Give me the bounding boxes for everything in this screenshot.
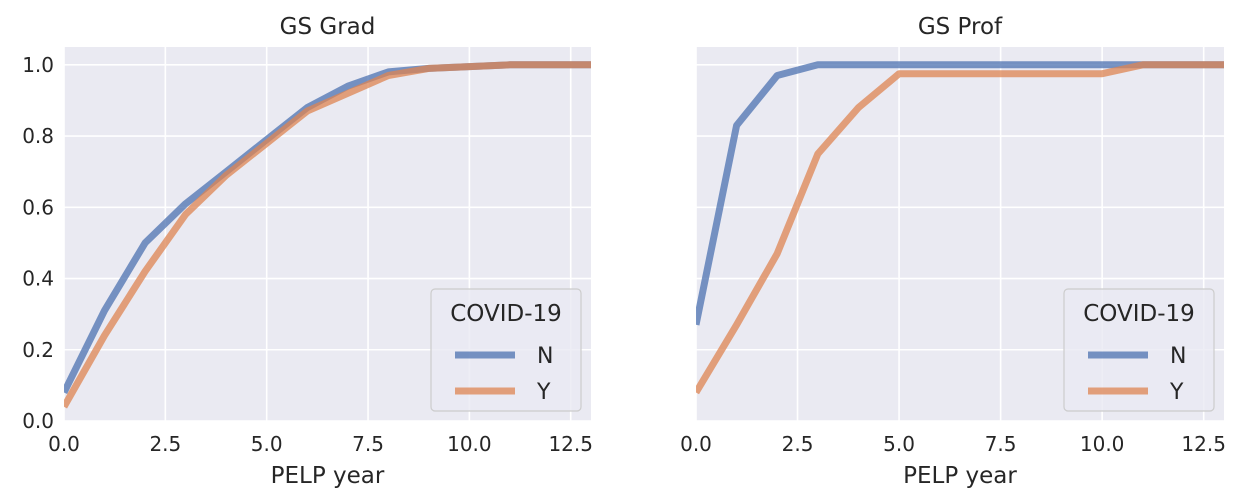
legend: COVID-19 NY: [1063, 288, 1215, 412]
x-tick-label: 12.5: [1181, 432, 1226, 456]
chart-title: GS Prof: [918, 14, 1003, 40]
series-lines: [64, 61, 591, 409]
y-tick-label: 1.0: [22, 53, 54, 77]
x-tick-label: 0.0: [48, 432, 80, 456]
y-tick-label: 0.6: [22, 195, 54, 219]
y-tick-label: 0.4: [22, 267, 54, 291]
legend-label-n: N: [1170, 344, 1186, 369]
x-tick-label: 10.0: [447, 432, 492, 456]
y-tick-label: 0.2: [22, 338, 54, 362]
subplot-gs-prof: GS Prof 0.0 2.5 5.0 7.5 10.0 12.5 PELP year COVI…: [680, 14, 1226, 489]
legend-label-n: N: [537, 344, 553, 369]
legend-frame: [1063, 288, 1215, 412]
legend-frame: [430, 288, 582, 412]
x-tick-label: 5.0: [883, 432, 915, 456]
legend-title: COVID-19: [450, 301, 562, 327]
x-tick-label: 10.0: [1080, 432, 1125, 456]
x-tick-label: 5.0: [251, 432, 283, 456]
x-tick-label: 7.5: [352, 432, 384, 456]
legend-label-y: Y: [536, 380, 551, 405]
legend-title: COVID-19: [1083, 301, 1195, 327]
x-axis-label: PELP year: [271, 463, 385, 489]
y-tick-label: 0.0: [22, 409, 54, 433]
x-axis-label: PELP year: [903, 463, 1017, 489]
x-tick-label: 2.5: [782, 432, 814, 456]
series-line-y: [696, 61, 1224, 395]
legend-label-y: Y: [1169, 380, 1184, 405]
x-tick-label: 12.5: [548, 432, 593, 456]
y-tick-label: 0.8: [22, 124, 54, 148]
x-tick-label: 2.5: [149, 432, 181, 456]
series-line-y: [64, 61, 591, 409]
legend: COVID-19 NY: [430, 288, 582, 412]
x-tick-label: 7.5: [985, 432, 1017, 456]
chart-title: GS Grad: [280, 14, 376, 40]
x-tick-label: 0.0: [680, 432, 712, 456]
subplot-gs-grad: GS Grad 0.0 2.5 5.0 7.5 10.0 12.5 0.0 0.2 0.4 0.6 0…: [22, 14, 593, 489]
series-lines: [696, 61, 1224, 395]
